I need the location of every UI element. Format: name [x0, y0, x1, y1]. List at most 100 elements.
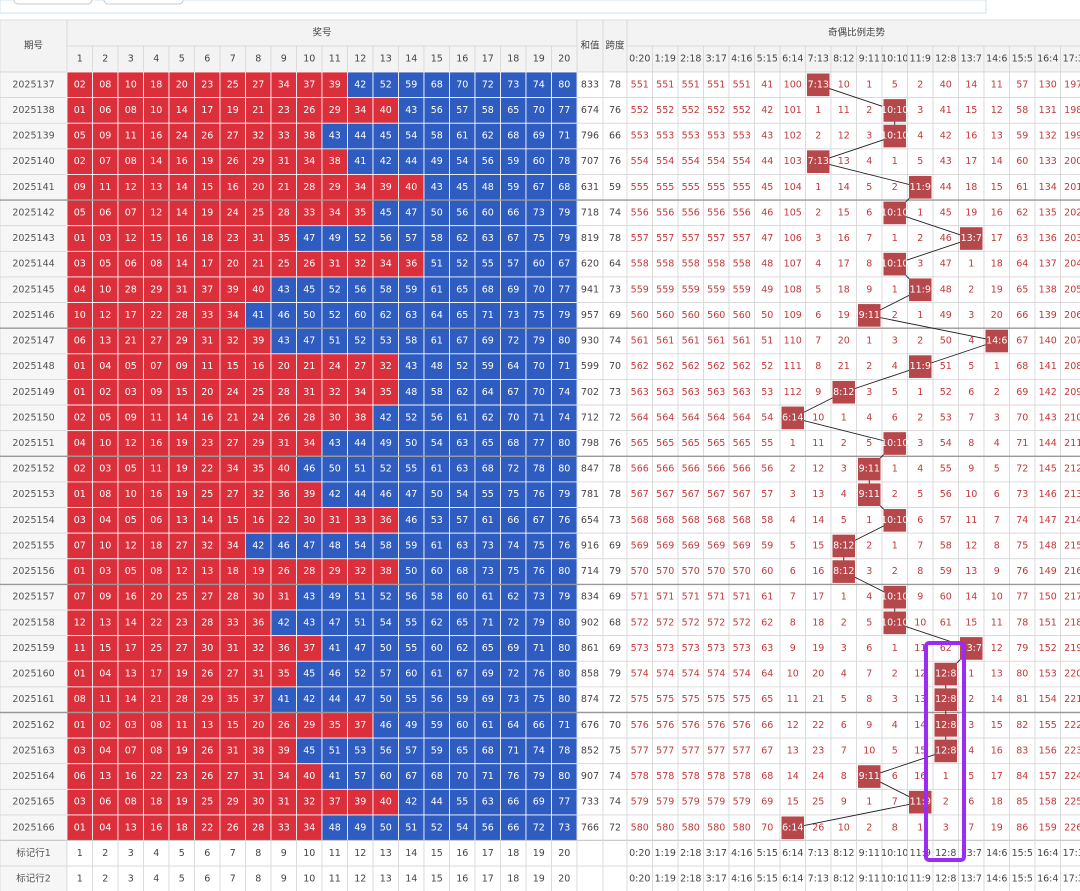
footer-cell: 10 — [303, 848, 315, 859]
cell — [779, 609, 806, 637]
footer-cell: 4:16 — [731, 848, 752, 859]
number-cell — [347, 97, 374, 124]
number: 39 — [252, 336, 264, 347]
miss-count: 569 — [682, 540, 700, 551]
miss-count: 50 — [940, 336, 952, 347]
cell — [932, 276, 959, 303]
trend-link — [792, 417, 895, 444]
cell — [805, 455, 832, 483]
number: 51 — [405, 822, 417, 833]
column-label: 6 — [204, 54, 210, 65]
cell — [398, 865, 425, 891]
miss-count: 561 — [656, 336, 674, 347]
cell — [652, 712, 679, 739]
miss-count: 1 — [790, 438, 796, 449]
number: 08 — [74, 694, 86, 705]
footer-cell: 16 — [456, 873, 468, 884]
number: 39 — [380, 182, 392, 193]
number: 20 — [252, 182, 264, 193]
period: 2025141 — [12, 182, 54, 193]
miss-count: 26 — [812, 822, 824, 833]
number-cell — [168, 404, 195, 432]
number: 28 — [176, 310, 188, 321]
sum: 674 — [581, 105, 599, 116]
number: 27 — [227, 771, 239, 782]
cell — [677, 635, 704, 662]
number-cell — [168, 199, 195, 227]
footer-cell: 7:13 — [808, 848, 829, 859]
number: 71 — [482, 771, 494, 782]
number: 42 — [380, 156, 392, 167]
cell — [602, 353, 628, 380]
miss-count: 149 — [1039, 566, 1057, 577]
number: 77 — [558, 797, 570, 808]
number: 51 — [354, 464, 366, 475]
number: 49 — [405, 720, 417, 731]
number: 28 — [303, 412, 315, 423]
number-cell — [143, 327, 170, 355]
span: 73 — [609, 515, 621, 526]
miss-count: 6 — [917, 515, 923, 526]
number: 06 — [74, 336, 86, 347]
number: 04 — [99, 669, 111, 680]
trend-link — [869, 314, 997, 342]
number: 80 — [558, 464, 570, 475]
cell — [907, 507, 934, 534]
hit-label: 7:13 — [808, 79, 829, 90]
period: 2025137 — [12, 79, 54, 90]
footer-cell: 2:18 — [680, 848, 701, 859]
miss-count: 17 — [812, 592, 824, 603]
period: 2025149 — [12, 387, 54, 398]
cell — [576, 225, 604, 252]
number-cell — [270, 558, 297, 585]
miss-count: 577 — [733, 745, 751, 756]
miss-count: 225 — [1064, 797, 1080, 808]
miss-count: 60 — [940, 592, 952, 603]
hit-cell — [781, 406, 804, 430]
number-cell — [449, 430, 476, 457]
miss-count: 11 — [787, 694, 799, 705]
number-cell — [117, 481, 144, 508]
number: 31 — [227, 745, 239, 756]
miss-count: 2 — [917, 79, 923, 90]
number-cell — [168, 379, 195, 406]
miss-count: 154 — [1039, 694, 1057, 705]
number: 29 — [252, 438, 264, 449]
number: 48 — [329, 822, 341, 833]
miss-count: 576 — [631, 720, 649, 731]
cell — [143, 840, 170, 867]
hit-label: 10:10 — [881, 515, 908, 526]
number: 18 — [150, 540, 162, 551]
period: 2025164 — [12, 771, 54, 782]
cell — [398, 45, 425, 73]
number: 34 — [227, 310, 239, 321]
number-cell — [245, 814, 272, 841]
number: 67 — [456, 336, 468, 347]
miss-count: 6 — [968, 387, 974, 398]
annotation-box — [924, 641, 966, 862]
cell — [677, 71, 704, 99]
number: 70 — [533, 361, 545, 372]
cell — [830, 763, 857, 790]
number-cell — [372, 788, 399, 816]
miss-count: 564 — [631, 412, 649, 423]
number-cell — [194, 327, 221, 355]
miss-count: 8 — [841, 771, 847, 782]
number: 22 — [150, 310, 162, 321]
number-cell — [372, 97, 399, 124]
number: 48 — [431, 361, 443, 372]
number-cell — [321, 788, 348, 816]
cell — [728, 609, 755, 637]
period: 2025166 — [12, 822, 54, 833]
miss-count: 45 — [761, 182, 773, 193]
button[interactable] — [103, 0, 184, 5]
number-cell — [551, 225, 578, 252]
sum: 874 — [581, 694, 599, 705]
miss-count: 221 — [1064, 694, 1080, 705]
miss-count: 12 — [812, 464, 824, 475]
number-cell — [398, 609, 425, 637]
number-cell — [168, 276, 195, 303]
button[interactable] — [13, 0, 93, 5]
number-cell — [92, 122, 119, 150]
miss-count: 217 — [1064, 592, 1080, 603]
